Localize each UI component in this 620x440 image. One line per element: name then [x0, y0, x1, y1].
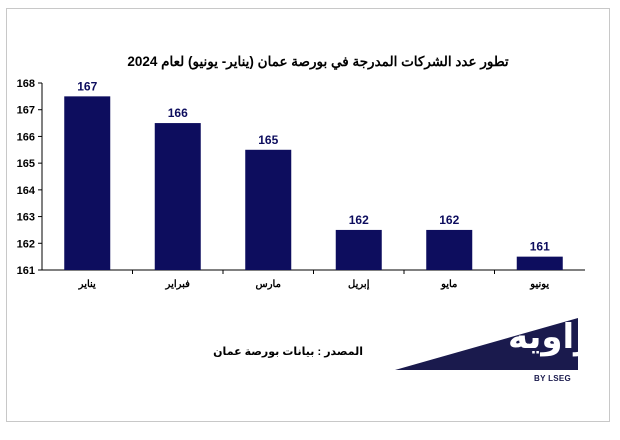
bar: [335, 229, 382, 270]
bar-value-label: 165: [258, 133, 278, 147]
y-tick-label: 165: [17, 158, 35, 170]
x-tick-label: مارس: [256, 279, 281, 290]
bar-value-label: 162: [349, 213, 369, 227]
bar: [154, 123, 201, 270]
bar: [245, 149, 292, 270]
y-tick-label: 166: [17, 131, 35, 143]
bar-value-label: 167: [77, 79, 97, 93]
x-tick-label: يناير: [78, 279, 96, 290]
x-axis: يناير فبراير مارس إبريل مايو يونيو: [42, 269, 585, 290]
y-tick-label: 161: [17, 265, 35, 277]
brand-band: [395, 318, 578, 370]
x-tick-label: مايو: [440, 279, 457, 290]
chart-title: تطور عدد الشركات المدرجة في بورصة عمان (…: [127, 54, 509, 70]
bar: [64, 96, 111, 270]
y-axis: 161 162 163 164 165 166 167 168: [17, 78, 43, 277]
y-tick-label: 168: [17, 78, 35, 90]
source-note: المصدر : بيانات بورصة عمان: [213, 346, 363, 358]
bar: [516, 256, 563, 270]
brand-shape: [395, 318, 578, 370]
x-tick-label: يونيو: [529, 279, 549, 290]
x-tick-label: فبراير: [165, 279, 191, 290]
bars: 167 166 165 162 162 161: [64, 79, 563, 270]
brand-byline: BY LSEG: [534, 374, 572, 383]
y-tick-label: 167: [17, 105, 35, 117]
brand-logo: زاوية: [508, 318, 594, 356]
y-tick-label: 162: [17, 238, 35, 250]
bar: [426, 229, 473, 270]
y-tick-label: 163: [17, 212, 35, 224]
bar-value-label: 161: [530, 240, 550, 254]
bar-value-label: 166: [168, 106, 188, 120]
bar-value-label: 162: [439, 213, 459, 227]
y-tick-label: 164: [17, 185, 36, 197]
x-tick-label: إبريل: [348, 279, 370, 290]
